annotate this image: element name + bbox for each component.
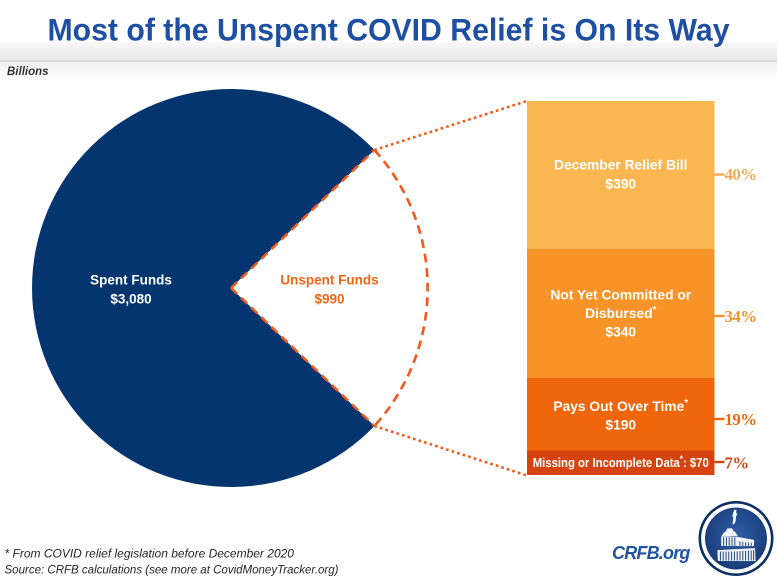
svg-text:$340: $340 <box>605 325 636 340</box>
svg-text:Missing or Incomplete Data*: $: Missing or Incomplete Data*: $70 <box>533 454 709 470</box>
svg-text:Most of the Unspent COVID Reli: Most of the Unspent COVID Relief is On I… <box>48 13 731 48</box>
svg-text:Disbursed*: Disbursed* <box>585 305 656 321</box>
svg-text:$390: $390 <box>605 177 636 192</box>
svg-text:Unspent Funds: Unspent Funds <box>280 273 378 288</box>
svg-text:$190: $190 <box>605 417 636 432</box>
svg-text:Billions: Billions <box>7 66 49 78</box>
svg-text:Source: CRFB calculations (see: Source: CRFB calculations (see more at C… <box>5 562 339 576</box>
svg-text:December Relief Bill: December Relief Bill <box>554 158 687 173</box>
svg-text:$990: $990 <box>314 292 344 307</box>
svg-text:40%: 40% <box>725 165 757 184</box>
svg-text:Spent Funds: Spent Funds <box>90 273 172 288</box>
svg-text:19%: 19% <box>725 410 757 429</box>
svg-text:CRFB.org: CRFB.org <box>612 543 690 563</box>
svg-text:Pays Out Over Time*: Pays Out Over Time* <box>553 398 688 414</box>
svg-text:34%: 34% <box>725 307 757 326</box>
svg-text:$3,080: $3,080 <box>110 292 151 307</box>
svg-text:* From COVID relief legislatio: * From COVID relief legislation before D… <box>5 547 295 561</box>
svg-text:7%: 7% <box>725 454 749 473</box>
svg-text:Not Yet Committed or: Not Yet Committed or <box>550 288 691 303</box>
